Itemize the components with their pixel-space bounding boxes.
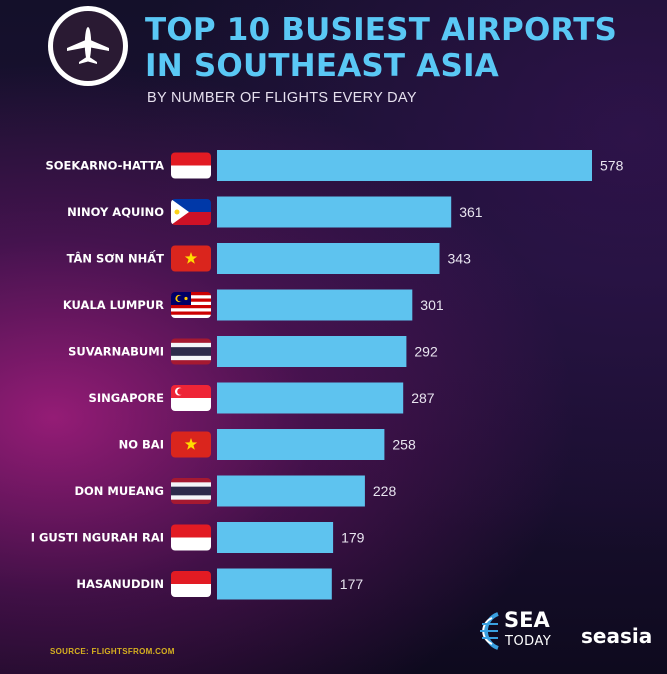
value-label: 578 [600,158,624,174]
value-label: 287 [411,390,435,406]
value-label: 343 [448,251,472,267]
flag-indonesia-icon [171,524,211,551]
flag-indonesia-icon [171,152,211,179]
category-label: SUVARNABUMI [68,345,164,359]
bar [217,150,592,181]
flag-singapore-icon [171,385,211,411]
bar [217,475,365,507]
bar-row-i-gusti-ngurah-rai: I GUSTI NGURAH RAI 179 [31,522,365,553]
globe-icon [480,612,499,650]
flag-thailand-icon [171,478,211,504]
value-label: 258 [392,437,416,453]
category-label: NINOY AQUINO [67,205,164,219]
value-label: 292 [414,344,438,360]
bar [217,382,404,414]
value-label: 177 [340,576,364,592]
category-label: SOEKARNO-HATTA [45,159,164,173]
bar-row-suvarnabumi: SUVARNABUMI 292 [68,336,438,367]
category-label: NO BAI [119,438,164,452]
bar-row-soekarno-hatta: SOEKARNO-HATTA 578 [45,150,624,181]
brand-today: TODAY [505,634,552,649]
flag-vietnam-icon [171,431,211,458]
flag-philippines-icon [171,199,211,225]
flag-indonesia-icon [171,571,211,597]
value-label: 228 [373,483,397,499]
bar-row-don-mueang: DON MUEANG 228 [74,475,397,507]
bar-row-ninoy-aquino: NINOY AQUINO 361 [67,196,483,228]
category-label: SINGAPORE [89,391,165,405]
category-label: HASANUDDIN [76,577,164,591]
airplane-logo [48,6,128,86]
flag-malaysia-icon [171,292,211,318]
bar-row-singapore: SINGAPORE 287 [89,382,435,414]
source-note: SOURCE: FLIGHTSFROM.COM [50,647,175,656]
flag-thailand-icon [171,338,211,365]
bar-row-kuala-lumpur: KUALA LUMPUR 301 [63,289,444,321]
bar [217,568,332,600]
category-label: KUALA LUMPUR [63,298,164,312]
bar-row-no-bai: NO BAI 258 [119,429,416,460]
title-line-1: TOP 10 BUSIEST AIRPORTS [145,12,618,48]
value-label: 301 [420,297,444,313]
bar-row-hasanuddin: HASANUDDIN 177 [76,568,364,600]
bar [217,429,385,460]
bar [217,336,407,367]
chart-subtitle: BY NUMBER OF FLIGHTS EVERY DAY [147,90,417,106]
flag-vietnam-icon [171,245,211,272]
category-label: DON MUEANG [74,484,164,498]
brand-seasia: seasia [581,624,653,648]
bar [217,522,334,553]
bar [217,243,440,274]
category-label: I GUSTI NGURAH RAI [31,531,164,545]
value-label: 179 [341,530,365,546]
bar [217,289,413,321]
category-label: TÂN SƠN NHẤT [67,249,165,266]
value-label: 361 [459,204,483,220]
title-line-2: IN SOUTHEAST ASIA [145,48,499,84]
chart-title: TOP 10 BUSIEST AIRPORTS IN SOUTHEAST ASI… [145,12,617,84]
brand-sea: SEA [504,608,550,632]
airplane-icon [67,27,109,64]
sea-today-logo: SEA TODAY [478,608,568,656]
bar [217,196,452,228]
bar-row-t-n-s-n-nh-t: TÂN SƠN NHẤT 343 [67,243,472,274]
